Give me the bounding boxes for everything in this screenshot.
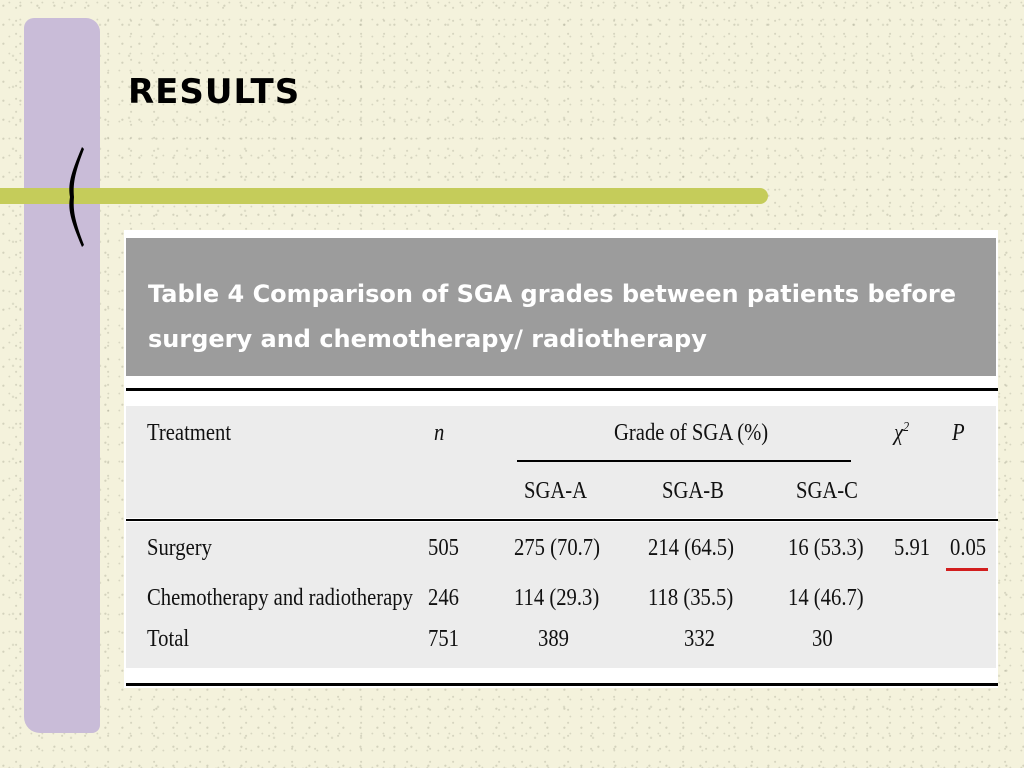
table-cell-sga-b: 118 (35.5): [648, 585, 734, 611]
table-cell-n: 246: [428, 585, 459, 611]
table-cell-sga-c: 30: [812, 626, 833, 652]
table-cell-chi: 5.91: [894, 535, 931, 561]
table-top-rule: [126, 388, 998, 391]
table-cell-sga-a: 114 (29.3): [514, 585, 600, 611]
header-n: n: [434, 420, 445, 446]
table-cell-treatment: Surgery: [147, 535, 212, 561]
p-value-highlight: [946, 568, 988, 571]
decorative-bar: [0, 188, 768, 204]
header-grade-of-sga: Grade of SGA (%): [614, 420, 769, 446]
table-caption: Table 4 Comparison of SGA grades between…: [126, 238, 996, 376]
header-p: P: [952, 420, 965, 446]
table-cell-sga-b: 214 (64.5): [648, 535, 734, 561]
table-header-rule: [126, 519, 998, 521]
table-header: [126, 406, 996, 518]
table-body: [126, 522, 996, 668]
header-chi-square: χ2: [894, 420, 910, 446]
table-cell-treatment: Total: [147, 626, 190, 652]
grade-group-line: [517, 460, 851, 462]
table-cell-sga-c: 14 (46.7): [788, 585, 864, 611]
table-bottom-rule: [126, 683, 998, 686]
table-cell-p: 0.05: [950, 535, 987, 561]
slide-title: RESULTS: [128, 72, 301, 112]
header-sga-b: SGA-B: [662, 478, 724, 504]
table-panel: Table 4 Comparison of SGA grades between…: [124, 230, 998, 688]
decorative-stripe: [24, 18, 100, 733]
header-sga-c: SGA-C: [796, 478, 858, 504]
table-cell-treatment: Chemotherapy and radiotherapy: [147, 585, 413, 611]
table-cell-sga-a: 389: [538, 626, 569, 652]
table-cell-sga-b: 332: [684, 626, 715, 652]
header-treatment: Treatment: [147, 420, 232, 446]
bracket-icon: [69, 147, 84, 247]
header-sga-a: SGA-A: [524, 478, 588, 504]
table-cell-n: 505: [428, 535, 459, 561]
table-cell-n: 751: [428, 626, 459, 652]
table-cell-sga-c: 16 (53.3): [788, 535, 864, 561]
table-cell-sga-a: 275 (70.7): [514, 535, 600, 561]
